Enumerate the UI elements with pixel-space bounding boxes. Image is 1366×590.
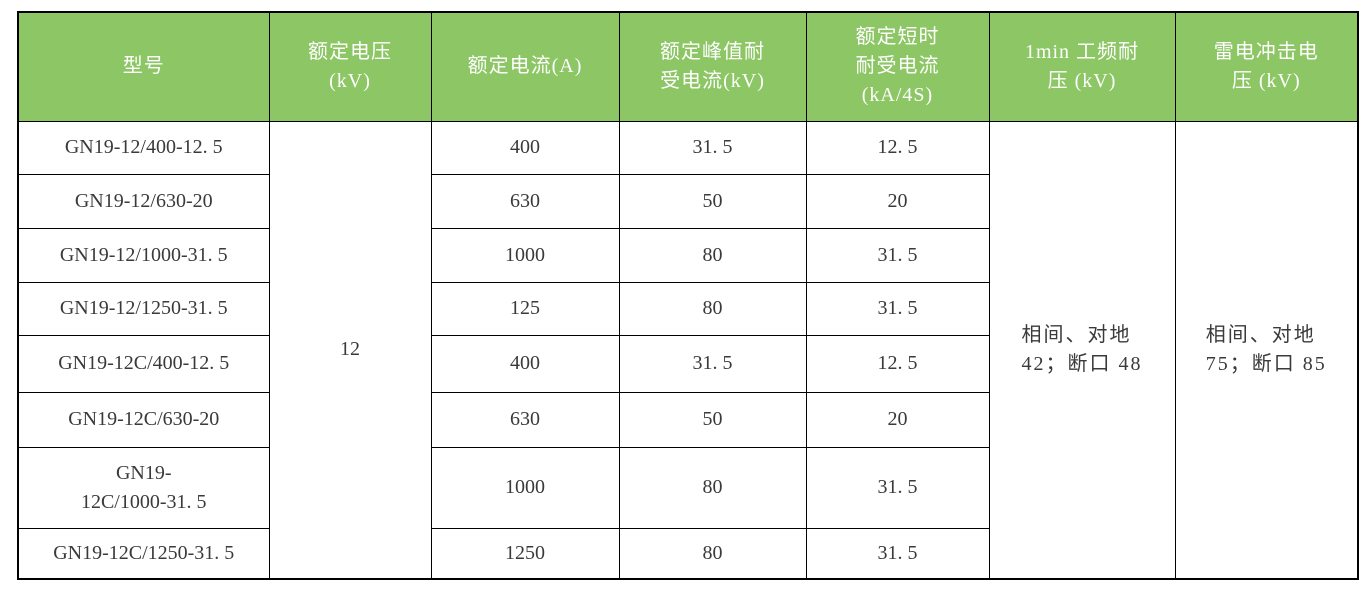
lightning-impulse-merged-cell: 相间、对地 75；断口 85 [1174,120,1359,580]
model-cell: GN19-12C/1250-31. 5 [17,527,270,580]
rated-current-cell: 1250 [430,527,620,580]
spec-table: 型号 额定电压 (kV) 额定电流(A) 额定峰值耐 受电流(kV) 额定短时 … [17,11,1359,580]
rated-current-cell: 1000 [430,446,620,529]
table-row: GN19-12/630-20 630 50 20 [17,173,1358,229]
col-header-power-freq-withstand-voltage: 1min 工频耐 压 (kV) [988,11,1176,122]
short-time-withstand-cell: 12. 5 [805,334,990,393]
model-cell: GN19-12C/630-20 [17,391,270,448]
table-row: GN19-12C/630-20 630 50 20 [17,391,1358,448]
model-cell: GN19-12/400-12. 5 [17,120,270,175]
model-cell: GN19-12/1250-31. 5 [17,281,270,336]
rated-current-cell: 1000 [430,227,620,283]
col-header-rated-current: 额定电流(A) [430,11,620,122]
short-time-withstand-cell: 31. 5 [805,281,990,336]
lightning-impulse-text: 相间、对地 75；断口 85 [1205,323,1327,375]
peak-withstand-cell: 31. 5 [618,334,807,393]
col-header-model: 型号 [17,11,270,122]
col-header-peak-withstand-current: 额定峰值耐 受电流(kV) [618,11,807,122]
model-cell: GN19- 12C/1000-31. 5 [17,446,270,529]
short-time-withstand-cell: 31. 5 [805,227,990,283]
table-row: GN19-12/1000-31. 5 1000 80 31. 5 [17,227,1358,283]
rated-current-cell: 125 [430,281,620,336]
rated-voltage-merged-cell: 12 [268,120,432,580]
peak-withstand-cell: 80 [618,446,807,529]
peak-withstand-cell: 80 [618,527,807,580]
peak-withstand-cell: 80 [618,227,807,283]
short-time-withstand-cell: 12. 5 [805,120,990,175]
table-row: GN19-12C/400-12. 5 400 31. 5 12. 5 [17,334,1358,393]
power-freq-withstand-merged-cell: 相间、对地 42；断口 48 [988,120,1176,580]
col-header-rated-voltage: 额定电压 (kV) [268,11,432,122]
short-time-withstand-cell: 20 [805,173,990,229]
rated-current-cell: 400 [430,120,620,175]
short-time-withstand-cell: 31. 5 [805,446,990,529]
short-time-withstand-cell: 20 [805,391,990,448]
table-row: GN19-12C/1250-31. 5 1250 80 31. 5 [17,527,1358,580]
rated-current-cell: 630 [430,173,620,229]
table-row: GN19- 12C/1000-31. 5 1000 80 31. 5 [17,446,1358,529]
rated-current-cell: 400 [430,334,620,393]
peak-withstand-cell: 80 [618,281,807,336]
model-cell: GN19-12/630-20 [17,173,270,229]
peak-withstand-cell: 31. 5 [618,120,807,175]
col-header-lightning-impulse-voltage: 雷电冲击电 压 (kV) [1174,11,1359,122]
short-time-withstand-cell: 31. 5 [805,527,990,580]
peak-withstand-cell: 50 [618,391,807,448]
peak-withstand-cell: 50 [618,173,807,229]
model-cell: GN19-12/1000-31. 5 [17,227,270,283]
model-cell: GN19-12C/400-12. 5 [17,334,270,393]
col-header-short-time-withstand-current: 额定短时 耐受电流 (kA/4S) [805,11,990,122]
rated-current-cell: 630 [430,391,620,448]
table-row: GN19-12/400-12. 5 12 400 31. 5 12. 5 相间、… [17,120,1359,580]
table-header-row: 型号 额定电压 (kV) 额定电流(A) 额定峰值耐 受电流(kV) 额定短时 … [17,11,1359,122]
power-freq-withstand-text: 相间、对地 42；断口 48 [1021,323,1143,375]
